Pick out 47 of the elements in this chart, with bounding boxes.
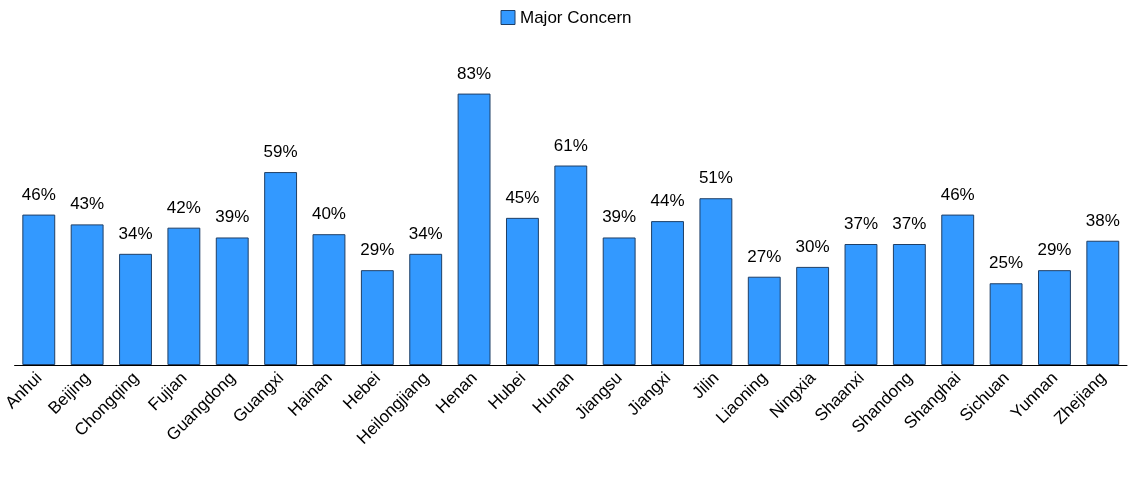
bar bbox=[360, 270, 394, 365]
bar bbox=[796, 266, 830, 365]
data-label: 39% bbox=[215, 207, 250, 227]
data-label: 42% bbox=[166, 197, 201, 217]
data-label: 59% bbox=[263, 142, 298, 162]
bar bbox=[651, 221, 684, 365]
bar bbox=[70, 224, 104, 365]
bar bbox=[747, 276, 781, 365]
data-label: 34% bbox=[408, 223, 443, 243]
data-label: 29% bbox=[1037, 240, 1072, 260]
data-label: 51% bbox=[698, 168, 733, 188]
data-label: 40% bbox=[311, 204, 346, 224]
data-label: 30% bbox=[795, 236, 830, 256]
bar bbox=[699, 198, 733, 365]
bar bbox=[554, 165, 588, 365]
bar bbox=[457, 93, 491, 365]
bar bbox=[941, 214, 975, 365]
bar bbox=[22, 214, 56, 365]
bar bbox=[409, 253, 443, 365]
bar bbox=[1038, 270, 1071, 365]
data-label: 46% bbox=[21, 184, 56, 204]
bar bbox=[505, 217, 539, 365]
data-label: 39% bbox=[602, 207, 637, 227]
data-label: 27% bbox=[747, 246, 782, 266]
bar bbox=[119, 253, 152, 365]
bar bbox=[1086, 240, 1120, 365]
data-label: 37% bbox=[843, 214, 879, 234]
bar bbox=[312, 234, 346, 365]
bar bbox=[264, 172, 298, 365]
bar bbox=[844, 244, 878, 365]
data-label: 34% bbox=[118, 223, 153, 243]
bar bbox=[167, 227, 201, 365]
data-label: 61% bbox=[553, 135, 588, 155]
data-label: 45% bbox=[505, 187, 540, 207]
data-label: 83% bbox=[457, 63, 492, 83]
legend-label: Major Concern bbox=[520, 8, 632, 27]
data-label: 44% bbox=[650, 191, 685, 211]
data-label: 29% bbox=[360, 240, 395, 260]
bar bbox=[602, 237, 636, 365]
bar bbox=[215, 237, 249, 365]
data-label: 37% bbox=[892, 214, 927, 234]
bar bbox=[892, 244, 926, 365]
data-label: 43% bbox=[70, 194, 105, 214]
data-label: 38% bbox=[1085, 210, 1120, 230]
data-label: 25% bbox=[989, 253, 1024, 273]
bar bbox=[989, 283, 1023, 365]
data-label: 46% bbox=[940, 184, 975, 204]
